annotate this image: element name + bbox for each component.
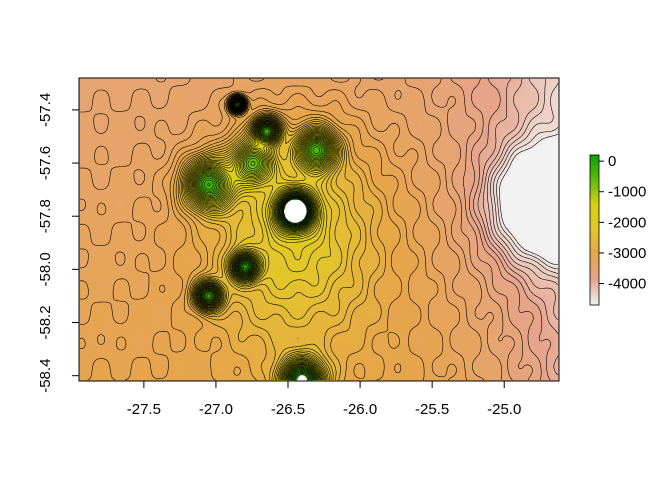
contour-line — [79, 93, 425, 381]
x-tick-label: -25.0 — [487, 401, 521, 418]
contour-line — [180, 95, 362, 381]
contour-line — [79, 92, 457, 381]
contour-line — [188, 98, 336, 381]
legend-tick-label: -1000 — [608, 184, 646, 201]
x-tick-label: -27.0 — [199, 401, 233, 418]
contour-line — [493, 83, 559, 274]
contour-line — [199, 102, 324, 381]
contour-line — [182, 96, 352, 381]
contour-line — [473, 78, 551, 381]
plot-frame — [78, 77, 560, 382]
contour-line — [202, 103, 321, 381]
contour-line — [197, 101, 326, 381]
contour-line — [283, 198, 309, 381]
contour-line — [499, 133, 559, 265]
contour-line — [241, 197, 311, 381]
contour-line — [477, 78, 559, 376]
x-tick-label: -27.5 — [127, 401, 161, 418]
contour-line — [179, 95, 367, 381]
legend-tick-label: -3000 — [608, 245, 646, 262]
plot-area — [79, 78, 559, 381]
contour-line — [242, 198, 310, 381]
contour-lines — [79, 78, 559, 381]
legend-color-bar — [590, 155, 599, 305]
contour-line — [487, 78, 559, 286]
x-tick-label: -26.5 — [271, 401, 305, 418]
x-tick-label: -26.0 — [343, 401, 377, 418]
y-tick-label: -57.4 — [37, 93, 54, 127]
y-tick-label: -57.6 — [37, 146, 54, 180]
contour-line — [194, 100, 329, 381]
contour-line — [173, 93, 402, 381]
contour-line — [184, 96, 341, 381]
contour-line — [195, 100, 328, 381]
contour-line — [496, 127, 559, 270]
contour-line — [79, 78, 485, 381]
legend-tick-label: -2000 — [608, 214, 646, 231]
color-legend: 0 -1000 -2000 -3000 -4000 — [589, 153, 646, 306]
contour-line — [175, 94, 386, 381]
contour-line — [177, 94, 380, 381]
contour-line — [183, 96, 343, 381]
legend-tick-label: 0 — [608, 153, 616, 170]
contour-line — [189, 98, 335, 381]
contour-line — [200, 102, 323, 381]
x-axis: -27.5 -27.0 -26.5 -26.0 -25.5 -25.0 — [127, 381, 521, 418]
contour-line — [203, 128, 313, 381]
contour-line — [185, 97, 339, 381]
contour-line — [191, 99, 333, 381]
contour-line — [431, 78, 515, 381]
contour-line — [482, 78, 559, 320]
y-tick-label: -58.4 — [37, 359, 54, 393]
y-tick-label: -57.8 — [37, 199, 54, 233]
legend-frame — [589, 154, 600, 306]
contour-line — [207, 183, 312, 381]
y-tick-label: -58.2 — [37, 305, 54, 339]
contour-line — [469, 78, 542, 381]
y-axis: -57.4 -57.6 -57.8 -58.0 -58.2 -58.4 — [37, 93, 79, 393]
legend-ticks: 0 -1000 -2000 -3000 -4000 — [599, 153, 646, 293]
x-tick-label: -25.5 — [415, 401, 449, 418]
contour-line — [79, 85, 467, 381]
y-tick-label: -58.0 — [37, 252, 54, 286]
contour-line — [80, 78, 503, 381]
contour-line — [490, 78, 559, 279]
contour-line — [193, 99, 330, 381]
legend-tick-label: -4000 — [608, 276, 646, 293]
contour-line — [450, 78, 533, 381]
